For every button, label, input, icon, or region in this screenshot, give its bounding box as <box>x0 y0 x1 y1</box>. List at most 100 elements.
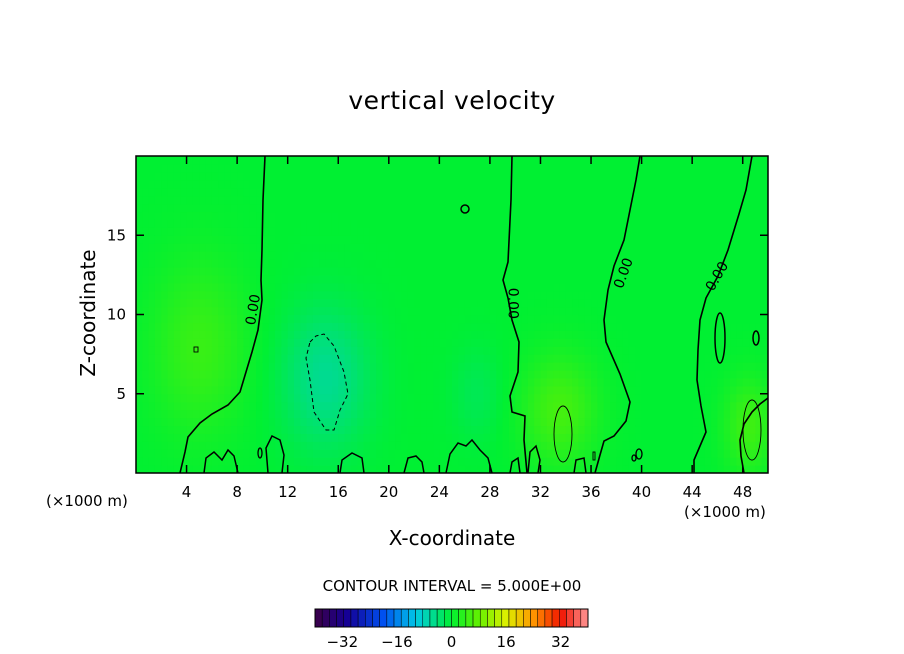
field-cell <box>464 195 472 205</box>
colorbar-bin <box>472 608 481 628</box>
field-cell <box>578 385 586 395</box>
field-cell <box>572 330 579 339</box>
field-cell <box>268 290 276 300</box>
field-cell <box>692 401 700 411</box>
field-cell <box>685 259 693 268</box>
field-cell <box>344 203 352 213</box>
field-cell <box>635 298 643 308</box>
field-cell <box>496 171 504 181</box>
field-cell <box>401 362 409 371</box>
field-cell <box>711 465 719 473</box>
field-cell <box>401 425 409 434</box>
field-cell <box>414 322 421 331</box>
field-cell <box>294 322 301 331</box>
field-cell <box>319 322 327 331</box>
field-cell <box>508 417 516 427</box>
field-cell <box>597 227 605 236</box>
field-cell <box>483 354 491 363</box>
field-cell <box>458 235 466 244</box>
field-cell <box>489 163 497 173</box>
field-cell <box>591 362 598 371</box>
field-cell <box>641 227 649 236</box>
field-cell <box>205 156 213 165</box>
field-cell <box>679 243 687 252</box>
field-cell <box>635 266 643 276</box>
field-cell <box>237 369 245 379</box>
field-cell <box>515 171 523 181</box>
field-cell <box>369 282 377 292</box>
field-cell <box>294 346 301 355</box>
field-cell <box>647 179 655 189</box>
field-cell <box>407 187 415 197</box>
field-cell <box>723 330 731 339</box>
field-cell <box>312 441 320 450</box>
field-cell <box>749 211 756 220</box>
field-cell <box>458 314 466 324</box>
field-cell <box>723 282 731 292</box>
field-cell <box>218 243 226 252</box>
field-cell <box>306 362 314 371</box>
field-cell <box>647 274 655 284</box>
field-cell <box>647 219 655 228</box>
field-cell <box>572 251 579 260</box>
field-cell <box>294 306 301 316</box>
field-cell <box>452 314 459 324</box>
field-cell <box>666 425 674 434</box>
field-cell <box>641 425 649 434</box>
field-cell <box>711 259 719 268</box>
field-cell <box>344 465 352 473</box>
field-cell <box>521 259 529 268</box>
field-cell <box>180 338 188 347</box>
field-cell <box>218 465 226 473</box>
field-cell <box>496 362 504 371</box>
field-cell <box>426 171 434 181</box>
field-cell <box>679 187 687 197</box>
field-cell <box>148 187 156 197</box>
field-cell <box>230 156 238 165</box>
field-cell <box>666 195 674 205</box>
field-cell <box>641 187 649 197</box>
field-cell <box>426 330 434 339</box>
field-cell <box>344 274 352 284</box>
field-cell <box>268 219 276 228</box>
field-cell <box>401 211 409 220</box>
field-cell <box>420 243 428 252</box>
field-cell <box>401 219 409 228</box>
field-cell <box>704 465 712 473</box>
field-cell <box>249 362 257 371</box>
field-cell <box>641 433 649 442</box>
field-cell <box>287 362 295 371</box>
field-cell <box>559 362 567 371</box>
field-cell <box>426 369 434 379</box>
field-cell <box>275 156 282 165</box>
field-cell <box>224 465 232 473</box>
field-cell <box>439 163 447 173</box>
field-cell <box>584 282 592 292</box>
field-cell <box>388 251 396 260</box>
field-cell <box>685 227 693 236</box>
field-cell <box>420 322 428 331</box>
field-cell <box>717 314 725 324</box>
field-cell <box>249 195 257 205</box>
field-cell <box>388 179 396 189</box>
field-cell <box>275 290 282 300</box>
field-cell <box>376 203 384 213</box>
field-cell <box>458 417 466 427</box>
field-cell <box>477 457 485 466</box>
field-cell <box>704 219 712 228</box>
field-cell <box>256 465 263 473</box>
field-cell <box>597 235 605 244</box>
field-cell <box>142 243 150 252</box>
field-cell <box>148 330 156 339</box>
field-cell <box>546 243 554 252</box>
field-cell <box>401 251 409 260</box>
field-cell <box>692 298 700 308</box>
field-cell <box>489 251 497 260</box>
field-cell <box>723 211 731 220</box>
field-cell <box>275 346 282 355</box>
field-cell <box>458 354 466 363</box>
field-cell <box>243 425 251 434</box>
field-cell <box>230 211 238 220</box>
field-cell <box>685 195 693 205</box>
field-cell <box>540 235 548 244</box>
